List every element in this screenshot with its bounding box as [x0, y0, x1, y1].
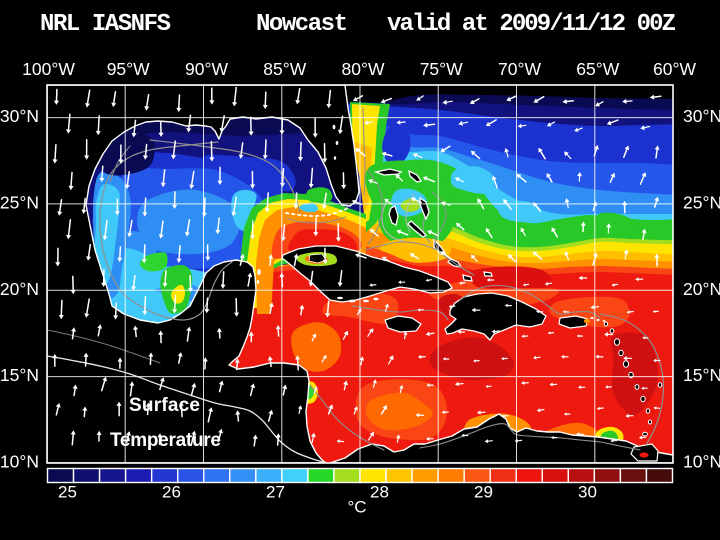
svg-text:20°N: 20°N — [683, 279, 720, 299]
svg-text:25: 25 — [58, 483, 77, 502]
svg-text:26: 26 — [162, 483, 181, 502]
svg-text:30°N: 30°N — [683, 106, 720, 126]
svg-text:NRL IASNFS: NRL IASNFS — [40, 11, 171, 38]
svg-text:95°W: 95°W — [107, 59, 150, 79]
svg-text:100°W: 100°W — [22, 59, 75, 79]
svg-text:75°W: 75°W — [420, 59, 463, 79]
svg-text:30: 30 — [578, 483, 597, 502]
svg-text:°C: °C — [347, 498, 366, 517]
svg-text:25°N: 25°N — [683, 192, 720, 212]
svg-text:25°N: 25°N — [0, 192, 39, 212]
svg-text:27: 27 — [266, 483, 285, 502]
svg-text:10°N: 10°N — [0, 452, 39, 472]
svg-text:70°W: 70°W — [498, 59, 541, 79]
svg-text:90°W: 90°W — [185, 59, 228, 79]
svg-text:15°N: 15°N — [0, 365, 39, 385]
svg-text:28: 28 — [370, 483, 389, 502]
svg-text:valid at 2009/11/12 00Z: valid at 2009/11/12 00Z — [387, 11, 676, 38]
svg-text:Surface: Surface — [129, 395, 200, 416]
svg-text:29: 29 — [474, 483, 493, 502]
svg-text:Nowcast: Nowcast — [256, 11, 348, 38]
svg-text:20°N: 20°N — [0, 279, 39, 299]
svg-text:Temperature: Temperature — [110, 430, 221, 451]
svg-text:15°N: 15°N — [683, 365, 720, 385]
svg-text:85°W: 85°W — [263, 59, 306, 79]
svg-text:80°W: 80°W — [342, 59, 385, 79]
svg-text:65°W: 65°W — [576, 59, 619, 79]
svg-text:60°W: 60°W — [653, 59, 696, 79]
svg-text:30°N: 30°N — [0, 106, 39, 126]
svg-text:10°N: 10°N — [683, 452, 720, 472]
